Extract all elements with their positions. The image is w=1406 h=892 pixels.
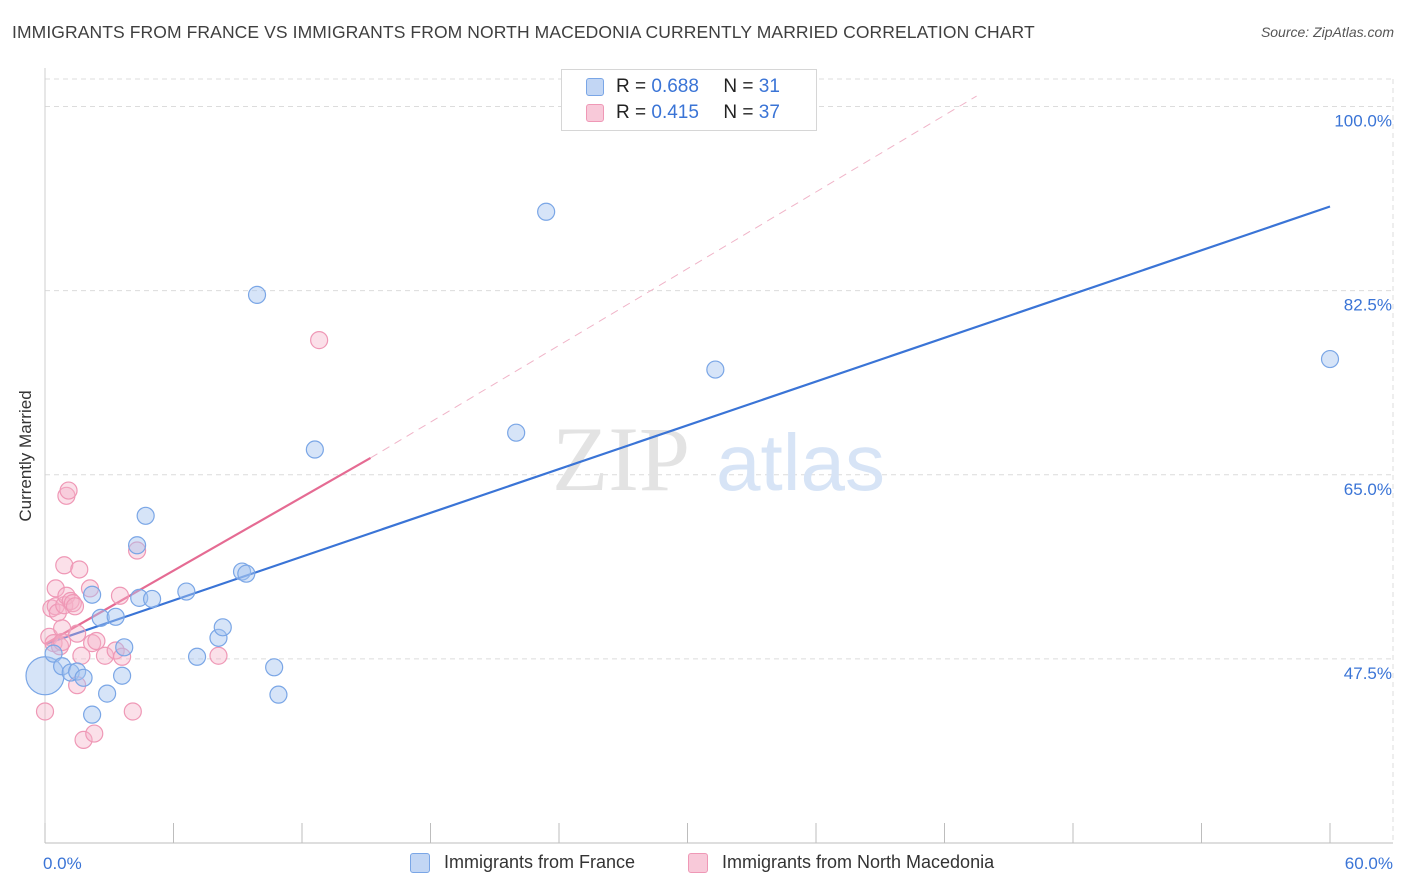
y-tick-label: 100.0% <box>1334 112 1392 131</box>
macedonia-legend-swatch <box>688 852 708 873</box>
macedonia-point <box>68 624 87 643</box>
france-point <box>130 588 149 607</box>
legend-r-value-macedonia: 0.415 <box>651 102 699 123</box>
macedonia-swatch <box>586 104 604 122</box>
france-point <box>136 506 155 525</box>
legend-row-france: R = 0.688 N = 31 <box>586 75 780 99</box>
correlation-legend: R = 0.688 N = 31 R = 0.415 N = 37 <box>561 69 817 131</box>
macedonia-trend-line <box>44 456 372 646</box>
france-point <box>305 440 324 459</box>
france-legend-swatch <box>410 852 430 873</box>
watermark-zip: ZIP <box>552 408 690 510</box>
france-point <box>106 607 125 626</box>
bottom-legend-macedonia: Immigrants from North Macedonia <box>688 852 994 873</box>
bottom-legend-france: Immigrants from France <box>410 852 635 873</box>
france-point <box>237 564 256 583</box>
france-point <box>177 582 196 601</box>
france-point <box>187 647 207 666</box>
legend-r-label: R = <box>616 102 647 123</box>
y-axis-label: Currently Married <box>16 390 35 522</box>
source-label: Source: ZipAtlas.com <box>1260 24 1394 40</box>
france-point <box>25 656 65 696</box>
france-point <box>127 536 147 555</box>
france-point <box>213 618 232 637</box>
france-point <box>115 638 134 657</box>
macedonia-point <box>55 556 74 575</box>
macedonia-point <box>35 702 55 721</box>
france-point <box>44 644 63 663</box>
watermark-atlas: atlas <box>716 418 885 507</box>
france-point <box>537 202 556 221</box>
macedonia-point <box>70 560 89 579</box>
france-point <box>91 608 110 627</box>
macedonia-point <box>123 702 142 721</box>
y-tick-label: 47.5% <box>1344 664 1392 683</box>
chart-title: IMMIGRANTS FROM FRANCE VS IMMIGRANTS FRO… <box>12 22 1035 42</box>
macedonia-point <box>46 579 65 598</box>
france-swatch <box>586 78 604 96</box>
macedonia-point <box>209 646 228 665</box>
france-point <box>74 668 93 687</box>
macedonia-point <box>63 594 82 613</box>
france-point <box>98 684 117 703</box>
france-point <box>142 589 162 609</box>
france-point <box>83 705 102 724</box>
y-tick-label: 65.0% <box>1344 480 1392 499</box>
legend-n-value-france: 31 <box>758 76 780 97</box>
legend-r-label: R = <box>616 76 647 97</box>
legend-n-label: N = <box>723 76 754 97</box>
france-point <box>83 585 102 604</box>
legend-r-value-france: 0.688 <box>651 76 699 97</box>
macedonia-point <box>59 481 78 500</box>
legend-n-value-macedonia: 37 <box>758 102 780 123</box>
macedonia-trend-extension <box>370 95 977 459</box>
france-point <box>112 666 132 685</box>
france-point <box>209 628 228 647</box>
france-point <box>1320 349 1340 369</box>
legend-row-macedonia: R = 0.415 N = 37 <box>586 101 780 125</box>
x-tick-label-max: 60.0% <box>1345 854 1393 873</box>
france-point <box>706 360 725 379</box>
x-tick-label-min: 0.0% <box>43 854 82 873</box>
france-point <box>507 423 526 442</box>
bottom-legend-macedonia-label: Immigrants from North Macedonia <box>722 852 995 872</box>
macedonia-point <box>110 586 130 605</box>
france-trend-line <box>44 205 1331 646</box>
macedonia-point <box>87 631 106 651</box>
legend-n-label: N = <box>723 102 754 123</box>
bottom-legend-france-label: Immigrants from France <box>444 852 636 872</box>
macedonia-point <box>65 597 85 616</box>
france-point <box>265 658 284 677</box>
macedonia-point <box>85 724 104 743</box>
macedonia-point <box>127 541 147 560</box>
macedonia-point <box>74 730 93 749</box>
france-point <box>269 685 288 704</box>
france-point <box>247 285 267 304</box>
y-tick-label: 82.5% <box>1344 296 1392 315</box>
macedonia-point <box>310 331 329 350</box>
